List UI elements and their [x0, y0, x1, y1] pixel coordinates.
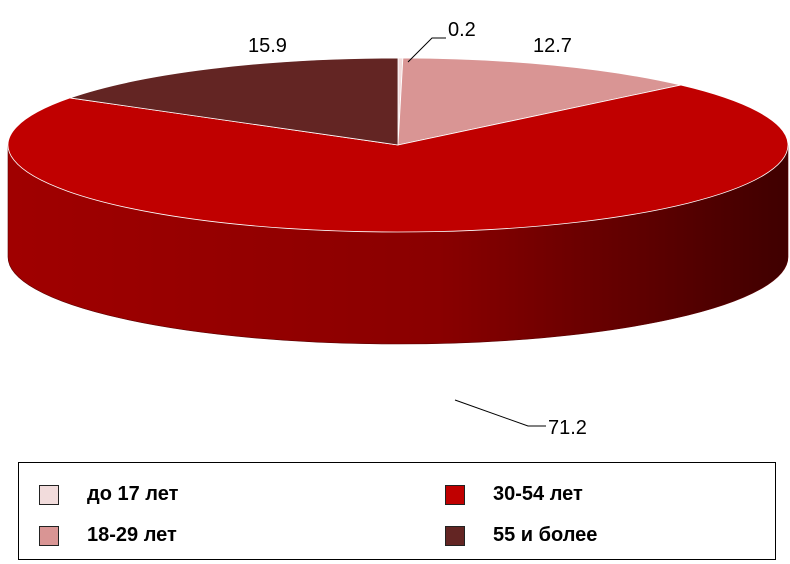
pie-plot-area: 0.2 12.7 71.2 15.9 [7, 19, 789, 439]
legend-label: 30-54 лет [493, 483, 583, 505]
leader-line [407, 37, 446, 63]
leader-line [454, 399, 546, 427]
legend-swatch [445, 484, 465, 505]
legend-item: 30-54 лет [445, 483, 583, 506]
legend: до 17 лет 30-54 лет 18-29 лет 55 и более [18, 462, 776, 560]
legend-label: 18-29 лет [87, 524, 177, 546]
legend-swatch [445, 525, 465, 546]
legend-swatch [39, 484, 59, 505]
pie-slice [7, 84, 789, 233]
legend-item: 18-29 лет [39, 524, 177, 547]
legend-swatch [39, 525, 59, 546]
pie-slice [397, 57, 681, 146]
legend-item: 55 и более [445, 524, 597, 547]
data-label: 0.2 [448, 19, 476, 41]
legend-item: до 17 лет [39, 483, 178, 506]
legend-label: 55 и более [493, 524, 598, 546]
data-label: 12.7 [533, 35, 572, 57]
legend-label: до 17 лет [87, 483, 179, 505]
data-label: 15.9 [248, 35, 287, 57]
pie-slice [69, 57, 399, 146]
data-label: 71.2 [548, 417, 587, 439]
